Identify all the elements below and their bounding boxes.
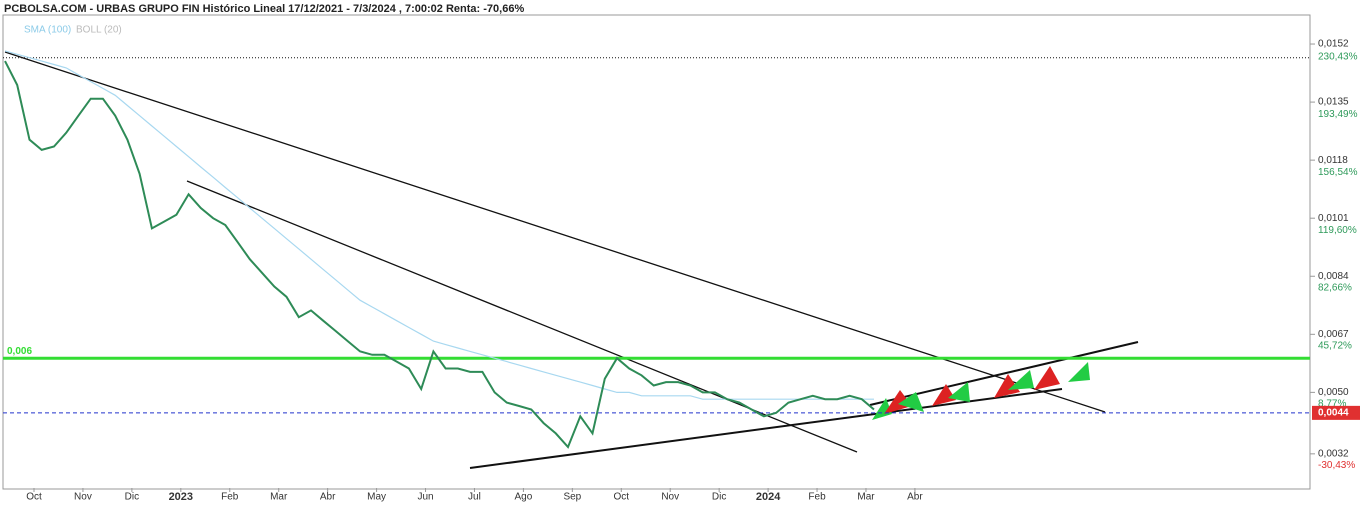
trend-line (4, 51, 1106, 413)
x-tick-label: 2023 (169, 491, 193, 503)
y-tick-label: 0,0050 (1318, 387, 1349, 398)
y-tick-label: 0,0032 (1318, 448, 1349, 459)
arrow-up (898, 392, 924, 412)
x-tick-label: Feb (808, 492, 826, 503)
last-price-label: 0,0044 (1318, 408, 1349, 419)
y2-tick-label: 156,54% (1318, 167, 1358, 178)
x-tick-label: Sep (563, 492, 581, 503)
x-tick-label: 2024 (756, 491, 781, 503)
y-tick-label: 0,0152 (1318, 39, 1349, 50)
x-tick-label: Jun (417, 492, 433, 503)
x-tick-label: Oct (26, 492, 42, 503)
x-tick-label: Nov (74, 492, 92, 503)
y2-tick-label: 8,77% (1318, 398, 1346, 409)
x-tick-label: Ago (515, 492, 533, 503)
sma-line (4, 50, 874, 400)
arrow-down (994, 374, 1020, 398)
x-tick-label: Abr (320, 492, 336, 503)
signal-arrows (872, 362, 1090, 420)
plot-frame (2, 14, 1311, 490)
arrow-up (872, 398, 892, 420)
y2-tick-label: -30,43% (1318, 460, 1355, 471)
arrow-down (1034, 366, 1060, 390)
arrow-up (1068, 362, 1090, 382)
arrow-up (948, 382, 970, 402)
x-tick-label: Dic (125, 492, 139, 503)
legend-sma: SMA (100) (24, 25, 71, 36)
x-tick-label: Abr (907, 492, 923, 503)
y2-tick-label: 82,66% (1318, 283, 1352, 294)
y2-tick-label: 193,49% (1318, 109, 1358, 120)
legend-boll: BOLL (20) (76, 25, 122, 36)
x-tick-label: Mar (270, 492, 288, 503)
y-tick-label: 0,0101 (1318, 213, 1349, 224)
arrow-down (932, 384, 956, 406)
trend-line (469, 388, 1063, 469)
price-line (4, 60, 875, 449)
x-tick-label: Oct (613, 492, 629, 503)
x-tick-label: Dic (712, 492, 726, 503)
y-tick-label: 0,0084 (1318, 271, 1349, 282)
y2-tick-label: 119,60% (1318, 225, 1357, 236)
x-tick-label: May (367, 492, 386, 503)
arrow-up (1008, 370, 1034, 390)
y-tick-label: 0,0067 (1318, 329, 1349, 340)
y2-tick-label: 45,72% (1318, 341, 1352, 352)
chart-title: PCBOLSA.COM - URBAS GRUPO FIN Histórico … (4, 3, 524, 15)
y-tick-label: 0,0135 (1318, 97, 1349, 108)
trend-lines (4, 51, 1139, 469)
x-tick-label: Feb (221, 492, 239, 503)
y-tick-label: 0,0118 (1318, 155, 1348, 166)
arrow-down (884, 390, 912, 414)
x-tick-label: Jul (468, 492, 481, 503)
support-label: 0,006 (7, 346, 32, 357)
last-price-box (1312, 405, 1360, 420)
y2-tick-label: 230,43% (1318, 51, 1358, 62)
x-tick-label: Nov (661, 492, 679, 503)
x-tick-label: Mar (857, 492, 875, 503)
